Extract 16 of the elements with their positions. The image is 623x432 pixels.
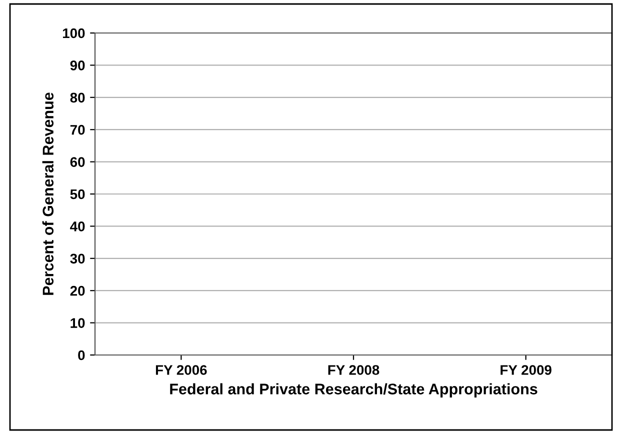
x-axis-title: Federal and Private Research/State Appropriations <box>170 383 538 398</box>
y-tick-label: 0 <box>78 350 85 360</box>
y-tick-label: 80 <box>70 92 85 103</box>
y-tick-label: 60 <box>70 157 85 167</box>
x-tick-label: FY 2006 <box>156 365 207 375</box>
y-tick-label: 20 <box>70 286 85 296</box>
y-tick-label: 100 <box>62 28 85 38</box>
x-tick-label: FY 2008 <box>328 365 380 375</box>
y-tick-label: 10 <box>70 318 85 328</box>
x-tick-label: FY 2009 <box>500 365 552 375</box>
y-tick-label: 70 <box>70 124 85 135</box>
y-axis-title: Percent of General Revenue <box>42 92 54 295</box>
y-tick-label: 90 <box>70 60 85 70</box>
y-tick-label: 50 <box>70 189 85 200</box>
y-tick-label: 30 <box>70 254 85 264</box>
y-tick-label: 40 <box>70 222 85 232</box>
